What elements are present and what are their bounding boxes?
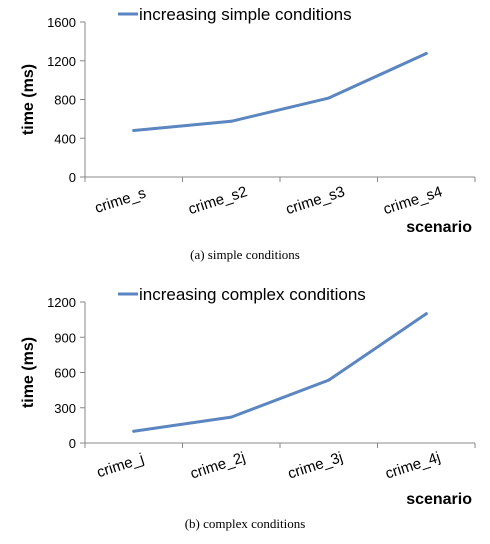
- x-axis-title: scenario: [406, 219, 472, 236]
- data-point: [229, 415, 233, 419]
- series-line: [132, 312, 428, 433]
- x-axis-title: scenario: [406, 491, 472, 508]
- y-tick-label: 600: [54, 366, 76, 381]
- data-point: [132, 429, 136, 433]
- x-tick-label: crime_4j: [383, 449, 442, 483]
- data-point: [132, 129, 136, 132]
- x-tick-label: crime_3j: [286, 449, 345, 483]
- chart-panel-2: 0 300 600 900 1200 crime_j crime_2j crime_3j cri…: [20, 285, 476, 531]
- legend-label: increasing complex conditions: [139, 285, 366, 304]
- y-tick-label: 400: [54, 131, 76, 146]
- y-axis-title: time (ms): [20, 337, 37, 408]
- y-tick-label: 800: [54, 93, 76, 108]
- x-tick-label: crime_2j: [188, 449, 247, 483]
- x-tick-label: crime_s2: [186, 183, 249, 218]
- figure-caption: (b) complex conditions: [185, 516, 306, 531]
- y-tick-label: 900: [54, 330, 76, 345]
- y-tick-label: 300: [54, 401, 76, 416]
- x-tick-label: crime_s4: [381, 183, 444, 218]
- y-tick-label: 1200: [47, 54, 76, 69]
- data-point: [424, 312, 428, 316]
- x-tick-label: crime_s3: [284, 183, 347, 218]
- data-point: [327, 96, 331, 100]
- y-tick-label: 1200: [47, 295, 76, 310]
- y-tick-label: 0: [69, 436, 76, 451]
- figure-caption: (a) simple conditions: [190, 247, 300, 262]
- chart-panel-1: 0 400 800 1200 1600 crime_s crime_s2 crime_s3 cr…: [20, 5, 476, 262]
- y-axis-title: time (ms): [20, 64, 37, 135]
- y-tick-label: 0: [69, 170, 76, 185]
- data-point: [229, 119, 233, 123]
- data-point: [327, 378, 331, 382]
- legend-label: increasing simple conditions: [139, 5, 352, 24]
- x-tick-label: crime_j: [95, 450, 146, 481]
- series-line: [132, 51, 428, 132]
- y-tick-label: 1600: [47, 15, 76, 30]
- x-tick-label: crime_s: [93, 185, 148, 217]
- data-point: [424, 51, 428, 55]
